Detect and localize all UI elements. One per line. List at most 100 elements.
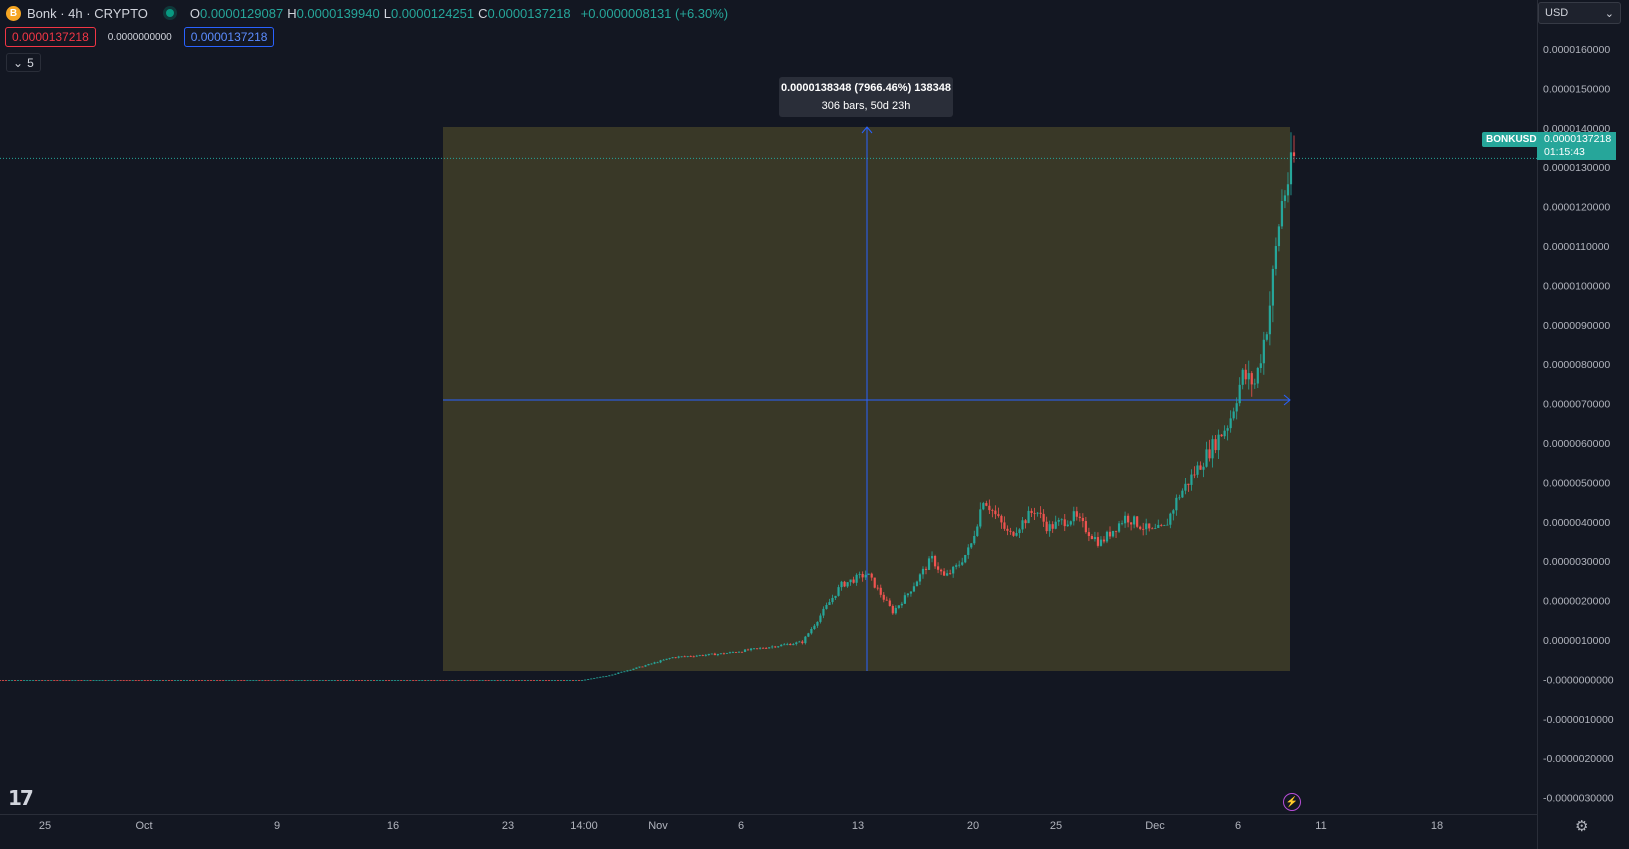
candle-body: [261, 680, 264, 681]
candle-body: [725, 653, 729, 655]
candle-body: [294, 680, 297, 681]
candle-body: [626, 670, 629, 672]
candle-body: [1006, 528, 1009, 531]
buy-price-button[interactable]: 0.0000137218: [183, 27, 275, 47]
candle-body: [487, 680, 490, 681]
measure-tooltip-line1: 0.0000138348 (7966.46%) 138348: [780, 82, 952, 94]
candle-body: [185, 680, 189, 681]
candle-body: [330, 680, 333, 681]
candle-body: [65, 680, 68, 681]
candle-body: [490, 680, 493, 681]
indicators-collapse-button[interactable]: ⌄ 5: [6, 53, 41, 72]
candle-body: [50, 680, 53, 681]
candle-body: [719, 653, 722, 655]
candle-body: [1108, 531, 1112, 537]
price-tick-label: -0.0000030000: [1543, 793, 1614, 805]
candle-body: [1142, 528, 1145, 530]
candle-body: [918, 574, 922, 582]
candle-body: [125, 680, 128, 681]
candle-body: [1051, 524, 1054, 529]
symbol-legend: B Bonk · 4h · CRYPTO O0.0000129087 H0.000…: [6, 4, 732, 22]
candle-body: [1217, 434, 1220, 451]
candle-body: [565, 680, 569, 681]
candle-body: [994, 510, 997, 515]
candle-body: [810, 629, 813, 634]
candle-body: [605, 676, 608, 677]
candle-body: [481, 680, 484, 681]
candle-body: [234, 680, 237, 681]
candle-body: [197, 680, 201, 681]
currency-select[interactable]: USD ⌄: [1538, 2, 1621, 24]
candle-body: [1090, 535, 1094, 539]
candle-body: [394, 680, 397, 681]
candle-body: [409, 680, 412, 681]
gear-icon[interactable]: ⚙: [1575, 818, 1589, 835]
candle-body: [831, 597, 834, 603]
candle-body: [930, 555, 934, 559]
candle-body: [285, 680, 288, 681]
time-tick-label: 18: [1431, 820, 1443, 832]
candle-body: [900, 603, 903, 606]
candle-body: [240, 680, 243, 681]
symbol-title[interactable]: Bonk · 4h · CRYPTO: [27, 5, 148, 21]
candle-body: [339, 680, 342, 681]
candle-body: [1063, 519, 1066, 527]
candle-body: [578, 680, 581, 681]
candle-body: [4, 680, 8, 681]
price-tick-label: 0.0000090000: [1543, 320, 1610, 332]
price-tick-label: 0.0000020000: [1543, 596, 1610, 608]
candle-body: [466, 680, 469, 681]
candle-body: [680, 656, 683, 658]
candle-body: [152, 680, 155, 681]
candle-body: [985, 503, 988, 506]
candle-body: [327, 680, 330, 681]
candle-body: [200, 680, 204, 681]
sell-price-button[interactable]: 0.0000137218: [5, 27, 96, 47]
candle-body: [780, 644, 783, 647]
price-tick-label: 0.0000110000: [1543, 241, 1610, 253]
ohlc-value-c: 0.0000137218: [487, 5, 571, 21]
candle-body: [246, 680, 249, 681]
candle-body: [921, 568, 925, 575]
candle-body: [572, 680, 575, 681]
candle-body: [1015, 533, 1018, 536]
candle-body: [698, 655, 701, 656]
candle-body: [861, 573, 864, 578]
candle-body: [936, 566, 940, 570]
candle-body: [1160, 524, 1163, 526]
candle-body: [158, 680, 161, 681]
candle-body: [879, 587, 882, 595]
candle-body: [1271, 268, 1274, 306]
candle-body: [505, 680, 508, 681]
candle-body: [843, 581, 846, 587]
candle-body: [1256, 367, 1259, 384]
change-value: +0.0000008131 (+6.30%): [580, 5, 729, 21]
price-tick-label: 0.0000050000: [1543, 477, 1610, 489]
candle-body: [795, 642, 798, 645]
candle-body: [840, 581, 843, 588]
candle-body: [903, 595, 906, 604]
candle-body: [164, 680, 167, 681]
lightning-icon[interactable]: ⚡: [1283, 793, 1301, 811]
candle-body: [20, 680, 23, 681]
candle-body: [92, 680, 95, 681]
candle-body: [35, 680, 38, 681]
candle-body: [737, 651, 741, 653]
candle-body: [1039, 512, 1042, 514]
candle-body: [1117, 523, 1121, 532]
candle-body: [635, 667, 638, 669]
candle-body: [581, 680, 584, 681]
ohlc-key-h: H: [287, 5, 297, 21]
candle-body: [526, 680, 529, 681]
candle-body: [360, 680, 364, 681]
candle-body: [333, 680, 336, 681]
candle-body: [641, 666, 644, 668]
last-price-value: 0.0000137218: [1544, 133, 1612, 145]
candle-body: [647, 664, 650, 666]
candle-body: [575, 680, 578, 681]
tradingview-logo-icon[interactable]: 17: [8, 786, 34, 810]
candle-body: [1232, 411, 1235, 419]
candle-body: [1045, 521, 1048, 532]
candle-body: [1169, 513, 1172, 525]
